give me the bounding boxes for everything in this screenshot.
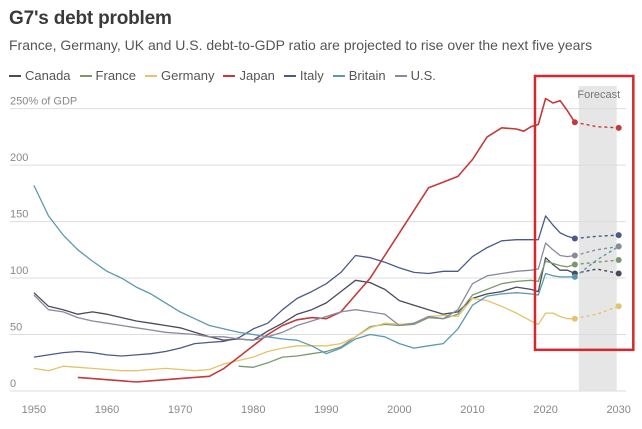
forecast-line-italy (574, 234, 619, 240)
chart-legend: Canada France Germany Japan Italy Britain U.S. (9, 68, 436, 83)
forecast-start-point-france (571, 261, 578, 268)
legend-swatch (223, 74, 236, 77)
legend-item-france: France (79, 68, 137, 83)
forecast-line-germany (574, 305, 619, 320)
legend-item-britain: Britain (332, 68, 386, 83)
series-line-france (238, 260, 575, 368)
forecast-line-britain (574, 245, 620, 278)
forecast-line-france (574, 259, 619, 266)
forecast-highlight-box (533, 74, 635, 352)
forecast-end-point-italy (615, 232, 622, 239)
x-tick-label: 1990 (314, 404, 338, 416)
legend-swatch (394, 74, 407, 77)
x-tick-label: 2030 (606, 404, 630, 416)
legend-item-japan: Japan (223, 68, 275, 83)
legend-label: Canada (25, 68, 71, 83)
chart-title: G7's debt problem (9, 8, 172, 29)
legend-label: U.S. (410, 68, 436, 83)
y-tick-label: 0 (10, 378, 16, 390)
legend-label: France (95, 68, 137, 83)
legend-item-italy: Italy (283, 68, 324, 83)
forecast-start-point-japan (571, 119, 578, 126)
y-tick-label: 50 (10, 322, 22, 334)
y-tick-label: 100 (10, 265, 28, 277)
forecast-end-point-france (615, 256, 622, 263)
legend-swatch (332, 74, 345, 77)
forecast-start-point-britain (571, 273, 578, 280)
x-tick-label: 2010 (460, 404, 484, 416)
series-line-u-s (33, 242, 575, 341)
y-tick-label: 250% of GDP (10, 96, 77, 108)
forecast-end-point-u-s (615, 243, 622, 250)
series-line-italy (33, 215, 575, 358)
series-line-canada (33, 257, 576, 341)
series-line-britain (33, 185, 575, 355)
series-line-germany (33, 297, 575, 372)
legend-swatch (79, 74, 92, 77)
x-tick-label: 1980 (241, 404, 265, 416)
x-tick-label: 1970 (168, 404, 192, 416)
forecast-band (578, 86, 617, 391)
legend-swatch (283, 74, 296, 77)
y-tick-label: 150 (10, 209, 28, 221)
legend-label: Italy (299, 68, 324, 83)
legend-label: Germany (161, 68, 215, 83)
x-tick-label: 1950 (22, 404, 46, 416)
x-tick-label: 1960 (95, 404, 119, 416)
series-line-japan (77, 97, 576, 383)
forecast-start-point-u-s (571, 252, 578, 259)
forecast-line-japan (574, 121, 619, 129)
forecast-line-u-s (574, 245, 619, 257)
legend-label: Britain (348, 68, 386, 83)
chart-subtitle: France, Germany, UK and U.S. debt-to-GDP… (9, 37, 593, 53)
forecast-end-point-japan (615, 124, 622, 131)
legend-label: Japan (239, 68, 275, 83)
forecast-start-point-germany (571, 315, 578, 322)
forecast-start-point-italy (571, 235, 578, 242)
legend-item-germany: Germany (145, 68, 214, 83)
x-tick-label: 2020 (533, 404, 557, 416)
legend-item-u-s: U.S. (394, 68, 436, 83)
forecast-label: Forecast (577, 89, 620, 101)
legend-swatch (9, 74, 21, 77)
forecast-end-point-germany (615, 303, 622, 310)
x-tick-label: 2000 (387, 404, 411, 416)
y-tick-label: 200 (10, 152, 28, 164)
forecast-end-point-canada (615, 270, 622, 277)
legend-swatch (145, 74, 158, 77)
legend-item-canada: Canada (9, 68, 71, 83)
